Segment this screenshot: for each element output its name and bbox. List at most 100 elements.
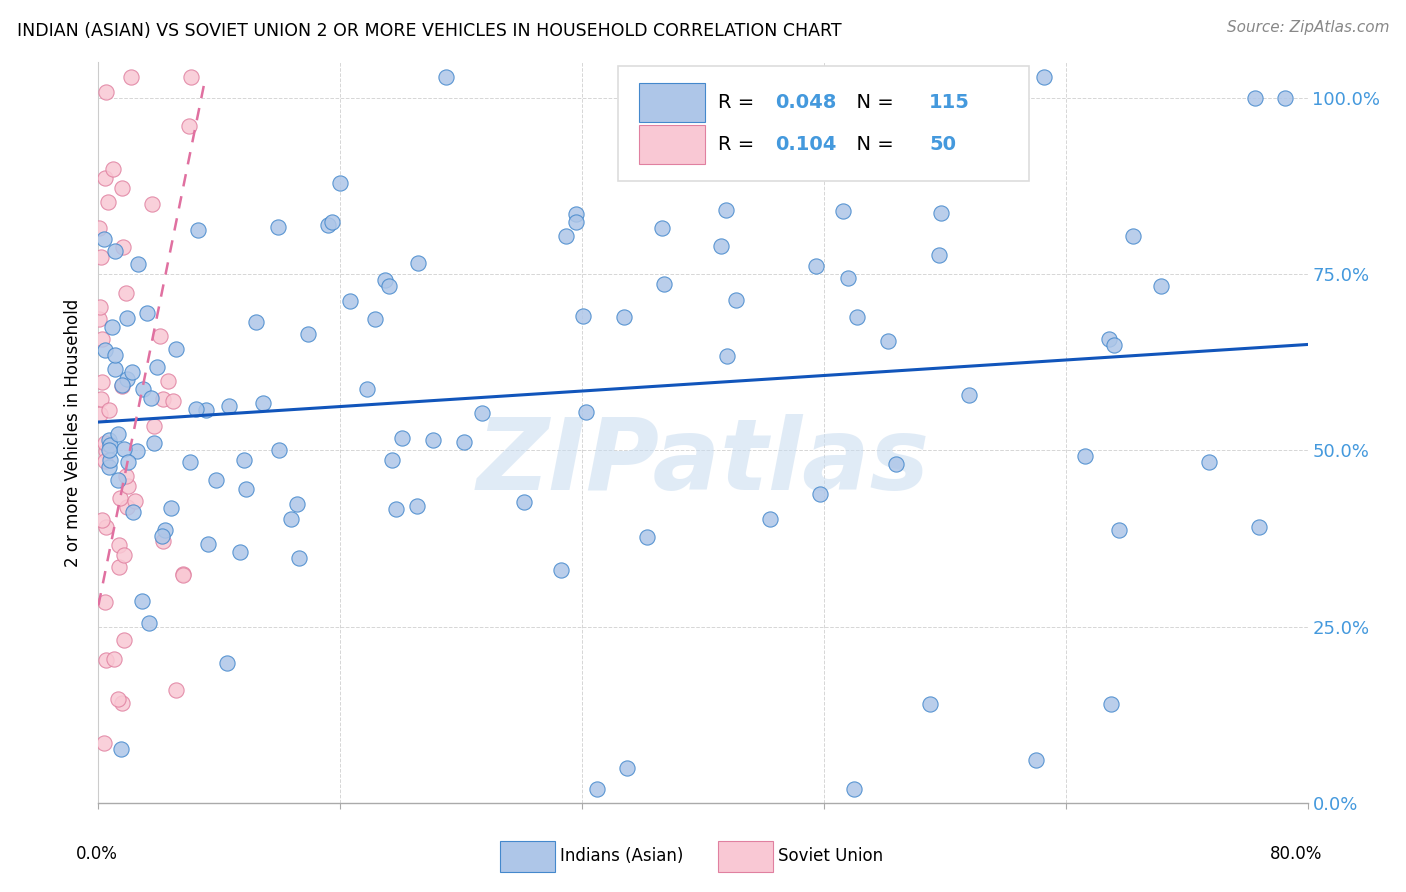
Point [90, 392, 112, 407]
Point [120, 70, 142, 84]
Text: 115: 115 [929, 93, 970, 112]
Point [1099, 697, 1122, 711]
Text: 0.048: 0.048 [776, 93, 837, 112]
Point [139, 391, 162, 405]
Point [180, 70, 202, 84]
Point [316, 218, 339, 232]
Point [152, 534, 174, 549]
Point [162, 393, 184, 408]
Point [156, 374, 179, 388]
Point [145, 360, 167, 375]
Point [131, 382, 153, 396]
Point [513, 495, 536, 509]
Point [252, 396, 274, 410]
Point [111, 696, 134, 710]
Point [93, 736, 115, 750]
FancyBboxPatch shape [501, 840, 555, 871]
Point [143, 436, 166, 450]
Point [380, 452, 402, 467]
Point [125, 443, 148, 458]
FancyBboxPatch shape [717, 840, 773, 871]
Text: 0.0%: 0.0% [76, 846, 118, 863]
Text: 0.104: 0.104 [776, 135, 837, 154]
Point [94, 520, 117, 534]
Point [94, 653, 117, 667]
Point [832, 203, 855, 218]
Point [117, 455, 139, 469]
Point [574, 405, 596, 419]
Point [97, 442, 120, 457]
Point [127, 257, 149, 271]
Point [846, 310, 869, 325]
Text: N =: N = [845, 135, 900, 154]
Point [187, 223, 209, 237]
Point [613, 310, 636, 325]
Point [124, 494, 146, 508]
Point [94, 343, 117, 357]
Point [636, 530, 658, 544]
Point [179, 119, 201, 133]
Point [186, 402, 208, 417]
FancyBboxPatch shape [619, 66, 1029, 181]
Point [321, 215, 343, 229]
Point [141, 197, 163, 211]
Point [94, 443, 117, 458]
Point [297, 326, 319, 341]
Point [929, 206, 952, 220]
Point [90, 332, 112, 346]
Point [1149, 278, 1171, 293]
Point [160, 500, 183, 515]
Point [1102, 338, 1125, 352]
Point [1024, 754, 1046, 768]
Point [1247, 520, 1270, 534]
FancyBboxPatch shape [638, 126, 706, 164]
Point [453, 435, 475, 450]
Point [197, 536, 219, 550]
Point [555, 229, 578, 244]
Point [957, 388, 980, 402]
Point [107, 538, 129, 552]
Point [215, 656, 238, 670]
Point [90, 512, 112, 526]
Point [1108, 523, 1130, 537]
Text: INDIAN (ASIAN) VS SOVIET UNION 2 OR MORE VEHICLES IN HOUSEHOLD CORRELATION CHART: INDIAN (ASIAN) VS SOVIET UNION 2 OR MORE… [17, 22, 842, 40]
Point [586, 781, 609, 796]
Point [616, 760, 638, 774]
Point [652, 277, 675, 292]
Point [269, 442, 291, 457]
Point [89, 311, 111, 326]
Point [98, 433, 121, 447]
Point [233, 453, 256, 467]
Y-axis label: 2 or more Vehicles in Household: 2 or more Vehicles in Household [65, 299, 83, 566]
Point [110, 378, 132, 392]
Point [565, 207, 588, 221]
Point [165, 682, 187, 697]
Point [918, 697, 941, 711]
Point [112, 632, 135, 647]
Text: R =: R = [717, 93, 761, 112]
Point [837, 271, 859, 285]
Text: N =: N = [845, 93, 900, 112]
Point [391, 431, 413, 445]
Point [121, 365, 143, 379]
Text: Source: ZipAtlas.com: Source: ZipAtlas.com [1226, 20, 1389, 35]
Point [100, 452, 122, 467]
Point [111, 239, 134, 253]
Point [884, 458, 907, 472]
Point [89, 300, 111, 314]
Point [434, 70, 457, 84]
Point [195, 403, 218, 417]
Point [89, 221, 111, 235]
Point [716, 349, 738, 363]
Point [266, 219, 288, 234]
Point [143, 419, 166, 434]
Point [94, 170, 117, 185]
Point [150, 529, 173, 543]
Point [131, 594, 153, 608]
Point [103, 652, 125, 666]
Point [844, 781, 866, 796]
Point [287, 550, 309, 565]
Point [651, 220, 673, 235]
Point [111, 378, 134, 392]
Point [98, 460, 121, 475]
